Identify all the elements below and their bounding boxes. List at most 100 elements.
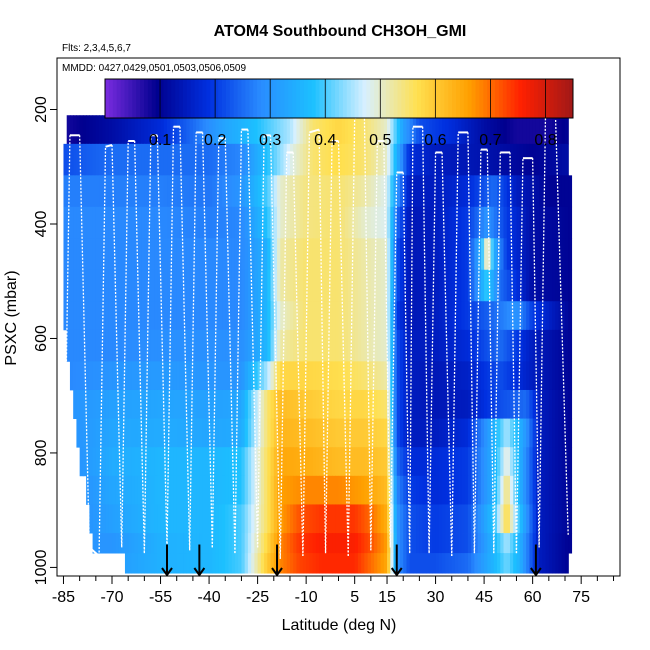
heatmap-cell xyxy=(176,553,181,574)
colorbar-swatch xyxy=(366,79,371,118)
y-tick-label: 800 xyxy=(33,439,50,466)
heatmap-cell xyxy=(419,301,424,331)
colorbar-swatch xyxy=(483,79,488,118)
heatmap-cell xyxy=(306,269,310,302)
heatmap-cell xyxy=(277,418,281,448)
flight-track-segment xyxy=(247,129,259,548)
heatmap-cell xyxy=(225,361,230,391)
heatmap-cell xyxy=(289,206,294,239)
heatmap-cell xyxy=(141,475,145,505)
heatmap-cell xyxy=(231,175,236,208)
flight-track xyxy=(62,108,569,559)
heatmap-cell xyxy=(399,269,404,302)
heatmap-cell xyxy=(451,447,456,477)
heatmap-cell xyxy=(348,504,353,534)
heatmap-cell xyxy=(357,553,362,574)
heatmap-cell xyxy=(532,418,537,448)
heatmap-cell xyxy=(380,418,385,448)
heatmap-cell xyxy=(338,504,343,534)
heatmap-cell xyxy=(503,329,508,362)
heatmap-cell xyxy=(231,504,236,534)
heatmap-cell xyxy=(503,238,508,271)
heatmap-cell xyxy=(112,389,116,419)
heatmap-cell xyxy=(451,269,456,302)
heatmap-cell xyxy=(493,143,498,176)
heatmap-cell xyxy=(296,553,301,574)
heatmap-cell xyxy=(542,175,547,208)
heatmap-cell xyxy=(526,533,531,554)
heatmap-cell xyxy=(179,115,184,145)
heatmap-cell xyxy=(325,533,330,554)
heatmap-cell xyxy=(393,389,398,419)
heatmap-cell xyxy=(435,361,440,391)
heatmap-cell xyxy=(134,269,139,302)
heatmap-cell xyxy=(108,361,113,391)
heatmap-cell xyxy=(354,447,359,477)
heatmap-cell xyxy=(186,533,191,554)
heatmap-cell xyxy=(128,269,133,302)
heatmap-cell xyxy=(225,553,230,574)
heatmap-cell xyxy=(442,175,446,208)
heatmap-cell xyxy=(558,143,563,176)
heatmap-cell xyxy=(529,418,534,448)
heatmap-cell xyxy=(319,206,323,239)
heatmap-cell xyxy=(296,447,301,477)
heatmap-cell xyxy=(141,115,145,145)
heatmap-cell xyxy=(380,143,385,176)
colorbar-swatch xyxy=(346,79,352,118)
heatmap-cell xyxy=(196,475,200,505)
heatmap-cell xyxy=(332,475,336,505)
heatmap-cell xyxy=(464,389,469,419)
heatmap-cell xyxy=(393,418,398,448)
heatmap-cell xyxy=(545,533,550,554)
heatmap-cell xyxy=(277,143,281,176)
heatmap-cell xyxy=(526,389,531,419)
heatmap-cell xyxy=(118,418,123,448)
heatmap-cell xyxy=(435,115,440,145)
colorbar-swatch xyxy=(272,79,278,118)
heatmap-cell xyxy=(448,143,453,176)
colorbar-swatch xyxy=(459,79,465,118)
heatmap-cell xyxy=(335,475,340,505)
heatmap-cell xyxy=(222,143,226,176)
heatmap-cell xyxy=(539,533,543,554)
heatmap-cell xyxy=(267,115,272,145)
heatmap-cell xyxy=(393,115,398,145)
heatmap-cell xyxy=(179,143,184,176)
heatmap-cell xyxy=(228,238,233,271)
heatmap-cell xyxy=(461,301,466,331)
heatmap-cell xyxy=(296,175,301,208)
heatmap-cell xyxy=(558,418,563,448)
sounding-arrow xyxy=(161,544,173,577)
heatmap-cell xyxy=(173,143,178,176)
heatmap-cell xyxy=(500,238,505,271)
heatmap-cell xyxy=(464,269,469,302)
heatmap-cell xyxy=(192,447,197,477)
heatmap-cell xyxy=(205,175,210,208)
heatmap-cell xyxy=(522,361,527,391)
heatmap-cell xyxy=(192,206,197,239)
heatmap-cell xyxy=(76,206,81,239)
heatmap-cell xyxy=(374,175,378,208)
heatmap-cell xyxy=(273,361,278,391)
heatmap-cell xyxy=(160,361,165,391)
heatmap-cell xyxy=(315,447,320,477)
heatmap-cell xyxy=(225,301,230,331)
heatmap-cell xyxy=(552,329,556,362)
heatmap-cell xyxy=(280,115,285,145)
heatmap-cell xyxy=(535,447,540,477)
heatmap-cell xyxy=(552,553,556,574)
heatmap-cell xyxy=(500,389,505,419)
heatmap-cell xyxy=(467,447,472,477)
heatmap-cell xyxy=(545,206,550,239)
colorbar-swatch xyxy=(491,79,496,118)
heatmap-cell xyxy=(396,206,401,239)
heatmap-cell xyxy=(277,447,281,477)
heatmap-cell xyxy=(406,447,411,477)
heatmap-cell xyxy=(302,115,307,145)
heatmap-cell xyxy=(364,329,369,362)
heatmap-cell xyxy=(564,269,569,302)
heatmap-cell xyxy=(344,329,349,362)
heatmap-cell xyxy=(160,301,165,331)
heatmap-cell xyxy=(112,269,116,302)
